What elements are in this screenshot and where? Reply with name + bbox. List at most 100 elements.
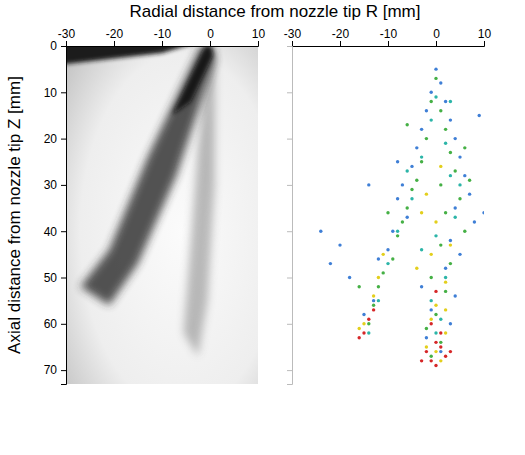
tick-label: 0 (50, 39, 57, 53)
droplet (401, 183, 404, 186)
tick-mark (436, 41, 437, 46)
tick-mark (484, 41, 485, 46)
droplet (458, 197, 461, 200)
droplet (396, 230, 399, 233)
droplet (372, 304, 375, 307)
tick: 0 (50, 39, 66, 53)
tick-label: 20 (44, 132, 58, 146)
tick-mark (287, 231, 292, 232)
tick: 60 (44, 317, 66, 331)
droplet (449, 151, 452, 154)
droplet (367, 317, 370, 320)
droplet (454, 294, 457, 297)
droplet (439, 331, 442, 334)
droplet (449, 350, 452, 353)
tick (287, 46, 292, 47)
axis-line (61, 47, 67, 385)
droplet (386, 211, 389, 214)
droplet (444, 128, 447, 131)
tick-label: -10 (380, 27, 398, 41)
tick: 40 (44, 225, 66, 239)
droplet (454, 137, 457, 140)
droplet (410, 197, 413, 200)
droplet (434, 67, 437, 70)
tick: 10 (478, 27, 492, 46)
droplet (463, 230, 466, 233)
tick-label: 70 (44, 363, 58, 377)
tick-mark (287, 324, 292, 325)
droplet (430, 276, 433, 279)
tick-mark (287, 92, 292, 93)
droplet (439, 350, 442, 353)
droplet (420, 128, 423, 131)
droplet (386, 262, 389, 265)
droplet (358, 336, 361, 339)
droplet (434, 364, 437, 367)
droplet (386, 248, 389, 251)
droplet (463, 146, 466, 149)
tick: -20 (106, 27, 124, 46)
tick-mark (287, 278, 292, 279)
droplet (444, 276, 447, 279)
tick: -30 (58, 27, 76, 46)
x-axis: -30-20-10010 (58, 27, 266, 47)
tick-mark (61, 139, 66, 140)
droplet (372, 299, 375, 302)
photo-plume-core (172, 46, 213, 115)
tick-mark (61, 185, 66, 186)
droplet (367, 322, 370, 325)
tick-mark (258, 41, 259, 46)
droplet (434, 350, 437, 353)
tick-mark (66, 41, 67, 46)
droplet (362, 313, 365, 316)
droplet (362, 322, 365, 325)
tick: -30 (284, 27, 302, 46)
tick-label: -10 (154, 27, 172, 41)
droplet (367, 183, 370, 186)
tick-label: 10 (44, 86, 58, 100)
droplet (396, 197, 399, 200)
tick-label: -30 (58, 27, 76, 41)
droplet (449, 262, 452, 265)
point-series (358, 77, 472, 358)
tick-label: -30 (284, 27, 302, 41)
tick-label: 0 (433, 27, 440, 41)
droplet (406, 206, 409, 209)
tick-label: 60 (44, 317, 58, 331)
droplet (420, 359, 423, 362)
droplet (420, 160, 423, 163)
droplet (406, 169, 409, 172)
droplet (415, 146, 418, 149)
tick: 10 (44, 86, 66, 100)
tick: -20 (332, 27, 350, 46)
droplet (382, 253, 385, 256)
droplet (439, 109, 442, 112)
droplet (415, 179, 418, 182)
axis-line (67, 41, 259, 47)
droplet (439, 341, 442, 344)
droplet (444, 331, 447, 334)
droplet (391, 230, 394, 233)
droplet (406, 216, 409, 219)
tick-label: 10 (478, 27, 492, 41)
droplet (430, 299, 433, 302)
droplet (425, 327, 428, 330)
droplet (425, 192, 428, 195)
droplet (444, 267, 447, 270)
tick (287, 370, 292, 371)
tick: 0 (207, 27, 214, 46)
droplet (458, 183, 461, 186)
droplet (348, 276, 351, 279)
axis-line (287, 47, 293, 385)
droplet (439, 165, 442, 168)
droplet (439, 81, 442, 84)
droplet (377, 285, 380, 288)
tick (287, 92, 292, 93)
tick-mark (114, 41, 115, 46)
tick: 20 (44, 132, 66, 146)
droplet (434, 304, 437, 307)
droplet (454, 216, 457, 219)
tick-mark (292, 41, 293, 46)
droplet (410, 188, 413, 191)
droplet (449, 118, 452, 121)
